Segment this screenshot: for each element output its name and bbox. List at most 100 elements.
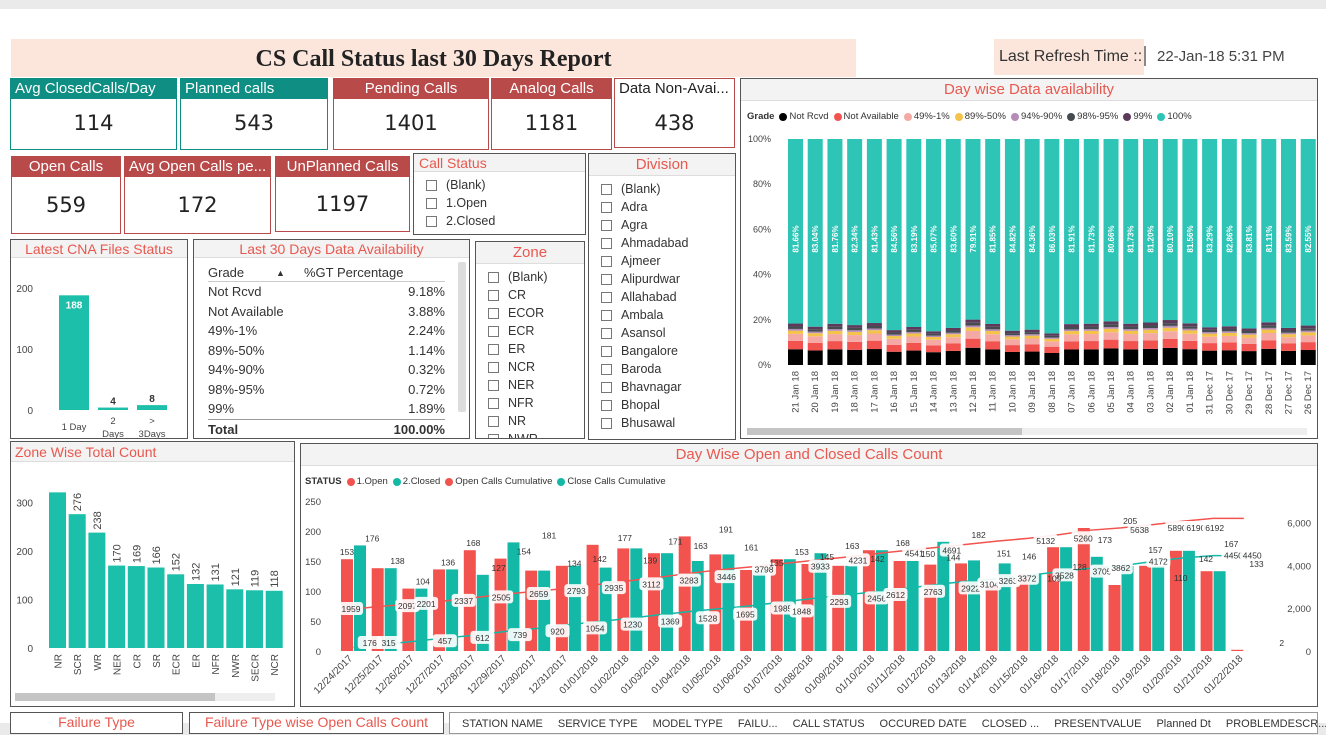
- zone-scroll-track[interactable]: [15, 693, 275, 701]
- checkbox-icon[interactable]: [601, 327, 612, 339]
- daywise-stack-segment: [1142, 322, 1158, 326]
- daywise-stack-segment: [985, 341, 1001, 350]
- detail-column-header[interactable]: CALL STATUS: [792, 718, 865, 730]
- division-option[interactable]: Ambala: [601, 306, 735, 324]
- daywise-stack-segment: [1241, 351, 1257, 365]
- call-status-option[interactable]: 2.Closed: [426, 212, 585, 230]
- division-option[interactable]: Baroda: [601, 360, 735, 378]
- kpi-pending-card[interactable]: Pending Calls 1401: [333, 78, 489, 150]
- division-option[interactable]: Ajmeer: [601, 252, 735, 270]
- checkbox-icon[interactable]: [601, 273, 612, 285]
- kpi-planned-card[interactable]: Planned calls 543: [180, 78, 328, 150]
- zone-option[interactable]: ER: [488, 340, 584, 358]
- division-option[interactable]: Bangalore: [601, 342, 735, 360]
- detail-column-header[interactable]: FAILU...: [737, 718, 778, 730]
- division-option[interactable]: Asansol: [601, 324, 735, 342]
- daywise-scroll-track[interactable]: [747, 428, 1307, 435]
- checkbox-icon[interactable]: [601, 237, 612, 249]
- detail-column-header[interactable]: SERVICE TYPE: [557, 718, 638, 730]
- kpi-analog-card[interactable]: Analog Calls 1181: [491, 78, 612, 150]
- checkbox-icon[interactable]: [488, 271, 499, 283]
- division-list[interactable]: (Blank) Adra Agra Ahmadabad Ajmeer Alipurdwar…: [589, 176, 735, 432]
- daywise-stack-segment: [866, 349, 882, 365]
- division-option[interactable]: Agra: [601, 216, 735, 234]
- detail-column-header[interactable]: PRESENTVALUE: [1054, 718, 1142, 730]
- checkbox-icon[interactable]: [488, 307, 499, 319]
- zone-option-label: NFR: [508, 396, 534, 410]
- call-status-option[interactable]: (Blank): [426, 176, 585, 194]
- division-option[interactable]: Allahabad: [601, 288, 735, 306]
- checkbox-icon[interactable]: [601, 219, 612, 231]
- division-option[interactable]: Alipurdwar: [601, 270, 735, 288]
- detail-column-header[interactable]: PROBLEMDESCR...: [1225, 718, 1326, 730]
- checkbox-icon[interactable]: [488, 433, 499, 438]
- checkbox-icon[interactable]: [601, 345, 612, 357]
- grade-table-scrollbar[interactable]: [458, 262, 466, 412]
- zone-option[interactable]: (Blank): [488, 268, 584, 286]
- checkbox-icon[interactable]: [426, 179, 437, 191]
- checkbox-icon[interactable]: [601, 381, 612, 393]
- cumulative-label: 1369: [661, 617, 680, 627]
- grade-table-row[interactable]: 89%-50% 1.14%: [208, 341, 445, 361]
- zone-option[interactable]: ECOR: [488, 304, 584, 322]
- checkbox-icon[interactable]: [426, 197, 437, 209]
- grade-table-row[interactable]: Not Rcvd 9.18%: [208, 282, 445, 302]
- zone-x-tick-label: NWR: [231, 654, 242, 678]
- grade-column-header[interactable]: Grade: [208, 265, 245, 280]
- zone-option[interactable]: CR: [488, 286, 584, 304]
- kpi-open-card[interactable]: Open Calls 559: [11, 156, 121, 234]
- zone-option[interactable]: ECR: [488, 322, 584, 340]
- detail-column-header[interactable]: OCCURED DATE: [879, 718, 967, 730]
- cumulative-label-bg: [639, 577, 664, 591]
- grade-table-row[interactable]: 98%-95% 0.72%: [208, 380, 445, 400]
- checkbox-icon[interactable]: [601, 201, 612, 213]
- call-status-option[interactable]: 1.Open: [426, 194, 585, 212]
- zone-list[interactable]: (Blank) CR ECOR ECR ER NCR NER NFR NR NWR: [476, 264, 584, 438]
- zone-option[interactable]: NCR: [488, 358, 584, 376]
- division-option[interactable]: Bhusawal: [601, 414, 735, 432]
- checkbox-icon[interactable]: [488, 397, 499, 409]
- daywise-scroll-thumb[interactable]: [747, 428, 1022, 435]
- zone-option[interactable]: NFR: [488, 394, 584, 412]
- division-option[interactable]: Adra: [601, 198, 735, 216]
- detail-column-header[interactable]: MODEL TYPE: [652, 718, 723, 730]
- grade-table-row[interactable]: 94%-90% 0.32%: [208, 360, 445, 380]
- detail-column-header[interactable]: CLOSED ...: [981, 718, 1040, 730]
- division-option[interactable]: (Blank): [601, 180, 735, 198]
- checkbox-icon[interactable]: [601, 309, 612, 321]
- checkbox-icon[interactable]: [488, 361, 499, 373]
- checkbox-icon[interactable]: [601, 291, 612, 303]
- detail-column-header[interactable]: Planned Dt: [1156, 718, 1211, 730]
- checkbox-icon[interactable]: [601, 255, 612, 267]
- division-option[interactable]: Ahmadabad: [601, 234, 735, 252]
- daywise-legend-label: 89%-50%: [964, 111, 1006, 122]
- checkbox-icon[interactable]: [601, 417, 612, 429]
- checkbox-icon[interactable]: [426, 215, 437, 227]
- checkbox-icon[interactable]: [488, 379, 499, 391]
- checkbox-icon[interactable]: [488, 343, 499, 355]
- detail-column-header[interactable]: STATION NAME: [462, 718, 543, 730]
- division-option[interactable]: Bhavnagar: [601, 378, 735, 396]
- checkbox-icon[interactable]: [601, 363, 612, 375]
- division-option[interactable]: Bhopal: [601, 396, 735, 414]
- checkbox-icon[interactable]: [601, 183, 612, 195]
- checkbox-icon[interactable]: [488, 415, 499, 427]
- sort-asc-icon[interactable]: ▲: [276, 267, 285, 278]
- grade-table-row[interactable]: 49%-1% 2.24%: [208, 321, 445, 341]
- kpi-data-non-available-card[interactable]: Data Non-Avai... 438: [614, 78, 735, 148]
- pct-column-header[interactable]: %GT Percentage: [304, 265, 404, 280]
- zone-option[interactable]: NR: [488, 412, 584, 430]
- zone-option[interactable]: NWR: [488, 430, 584, 438]
- zone-scroll-thumb[interactable]: [15, 693, 215, 701]
- kpi-avg-closed-card[interactable]: Avg ClosedCalls/Day 114: [10, 78, 177, 150]
- grade-table-row[interactable]: Not Available 3.88%: [208, 302, 445, 322]
- daywise-x-tick-label: 14 Jan 18: [929, 371, 940, 413]
- checkbox-icon[interactable]: [488, 325, 499, 337]
- grade-table-row[interactable]: 99% 1.89%: [208, 399, 445, 419]
- checkbox-icon[interactable]: [601, 399, 612, 411]
- kpi-avg-open-card[interactable]: Avg Open Calls pe... 172: [124, 156, 271, 234]
- division-option-label: Agra: [621, 218, 648, 232]
- zone-option[interactable]: NER: [488, 376, 584, 394]
- checkbox-icon[interactable]: [488, 289, 499, 301]
- kpi-unplanned-card[interactable]: UnPlanned Calls 1197: [275, 156, 410, 232]
